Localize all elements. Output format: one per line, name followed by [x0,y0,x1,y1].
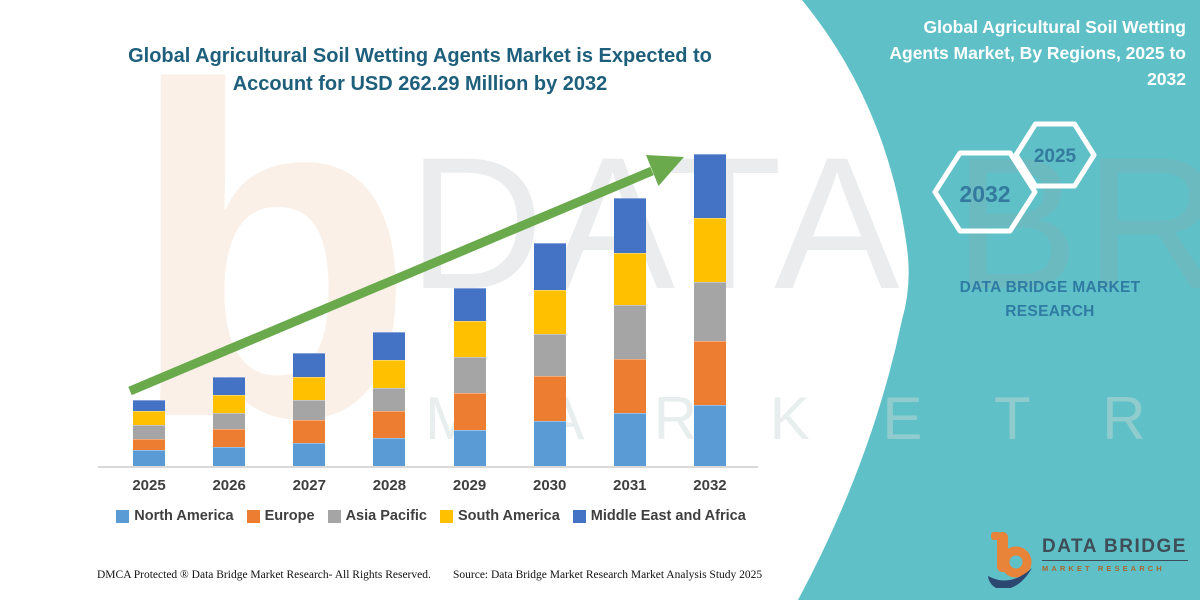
bar-segment-north-america-2028 [373,438,406,466]
legend-label-europe: Europe [264,508,315,524]
company-logo: DATA BRIDGE MARKET RESEARCH [988,528,1188,592]
bar-segment-middle-east-and-africa-2032 [693,154,726,218]
bar-segment-asia-pacific-2026 [213,413,246,429]
bar-segment-south-america-2027 [293,377,326,400]
brand-name-line1: DATA BRIDGE MARKET [959,279,1141,296]
legend-item-europe: Europe [246,508,315,524]
bar-segment-europe-2032 [693,341,726,405]
legend-label-south-america: South America [458,508,560,524]
legend-label-middle-east-and-africa: Middle East and Africa [590,508,746,524]
legend: North America Europe Asia Pacific South Ame… [95,508,767,524]
bar-segment-south-america-2029 [453,321,486,357]
hexagon-2025-outline [1013,121,1097,189]
bar-segment-europe-2029 [453,393,486,430]
legend-item-asia-pacific: Asia Pacific [327,508,427,524]
legend-item-middle-east-and-africa: Middle East and Africa [572,508,746,524]
bar-segment-middle-east-and-africa-2027 [293,353,326,377]
footer-copyright: DMCA Protected ® Data Bridge Market Rese… [97,569,431,581]
bar-segment-south-america-2032 [693,218,726,282]
bar-segment-south-america-2025 [133,411,165,425]
legend-item-south-america: South America [440,508,560,524]
legend-swatch-north-america [116,509,130,523]
brand-name-line2: RESEARCH [1005,303,1095,320]
chart-title-line2: Account for USD 262.29 Million by 2032 [232,73,608,95]
bar-segment-middle-east-and-africa-2026 [213,377,246,395]
bar-segment-europe-2027 [293,420,326,443]
hexagon-2032-outline [932,150,1038,234]
x-axis-label-2032: 2032 [693,477,727,494]
company-logo-icon [988,532,1032,588]
right-panel-title: Global Agricultural Soil Wetting Agents … [806,14,1186,92]
chart-title: Global Agricultural Soil Wetting Agents … [120,42,720,98]
bar-segment-asia-pacific-2031 [613,305,646,359]
legend-swatch-asia-pacific [327,509,341,523]
x-axis-label-2026: 2026 [212,477,246,494]
x-axis-label-2028: 2028 [372,477,407,494]
bar-segment-asia-pacific-2030 [533,334,566,376]
right-panel-title-line3: 2032 [1147,69,1186,89]
bar-segment-north-america-2029 [453,430,486,466]
hexagon-2032-label: 2032 [959,181,1011,207]
legend-label-north-america: North America [134,508,234,524]
bar-segment-north-america-2026 [213,447,246,466]
bar-segment-middle-east-and-africa-2031 [613,198,646,253]
bar-segment-asia-pacific-2027 [293,400,326,420]
bar-segment-middle-east-and-africa-2028 [373,332,406,360]
x-axis-line [98,466,758,468]
hexagon-badges [932,121,1097,234]
bar-segment-europe-2025 [133,439,165,450]
legend-item-north-america: North America [116,508,234,524]
right-panel-title-line2: Agents Market, By Regions, 2025 to [889,43,1186,63]
legend-swatch-europe [246,509,260,523]
x-axis-label-2025: 2025 [132,477,166,494]
bar-segment-middle-east-and-africa-2029 [453,288,486,321]
chart-title-line1: Global Agricultural Soil Wetting Agents … [128,45,712,67]
hexagon-2025-label: 2025 [1033,146,1077,167]
x-axis-label-2031: 2031 [613,477,647,494]
bar-segment-south-america-2028 [373,360,406,388]
bar-segment-north-america-2025 [133,450,165,466]
x-axis-label-2030: 2030 [533,477,567,494]
brand-name-text: DATA BRIDGE MARKET RESEARCH [928,276,1172,324]
x-axis-label-2029: 2029 [452,477,487,494]
company-logo-title: DATA BRIDGE [1042,536,1188,561]
bar-segment-asia-pacific-2025 [133,425,165,439]
bar-segment-asia-pacific-2029 [453,357,486,393]
bar-segment-europe-2030 [533,376,566,421]
legend-label-asia-pacific: Asia Pacific [345,508,427,524]
bar-segment-asia-pacific-2032 [693,282,726,341]
bar-segment-south-america-2031 [613,253,646,305]
bar-segment-north-america-2031 [613,413,646,466]
bar-segment-europe-2031 [613,359,646,413]
bar-segment-south-america-2026 [213,395,246,413]
footer-source: Source: Data Bridge Market Research Mark… [453,569,763,581]
bar-segment-asia-pacific-2028 [373,388,406,411]
legend-swatch-middle-east-and-africa [572,509,586,523]
bar-segment-middle-east-and-africa-2025 [133,400,165,411]
bar-segment-europe-2026 [213,429,246,447]
bar-segment-south-america-2030 [533,290,566,334]
right-panel-title-line1: Global Agricultural Soil Wetting [923,17,1186,37]
legend-swatch-south-america [440,509,453,523]
company-logo-subtitle: MARKET RESEARCH [1042,564,1165,573]
bar-segment-north-america-2030 [533,421,566,466]
bar-segment-north-america-2027 [293,443,326,466]
x-axis-label-2027: 2027 [292,477,326,494]
bar-segment-middle-east-and-africa-2030 [533,243,566,290]
bar-segment-north-america-2032 [693,405,726,466]
bar-segment-europe-2028 [373,411,406,438]
